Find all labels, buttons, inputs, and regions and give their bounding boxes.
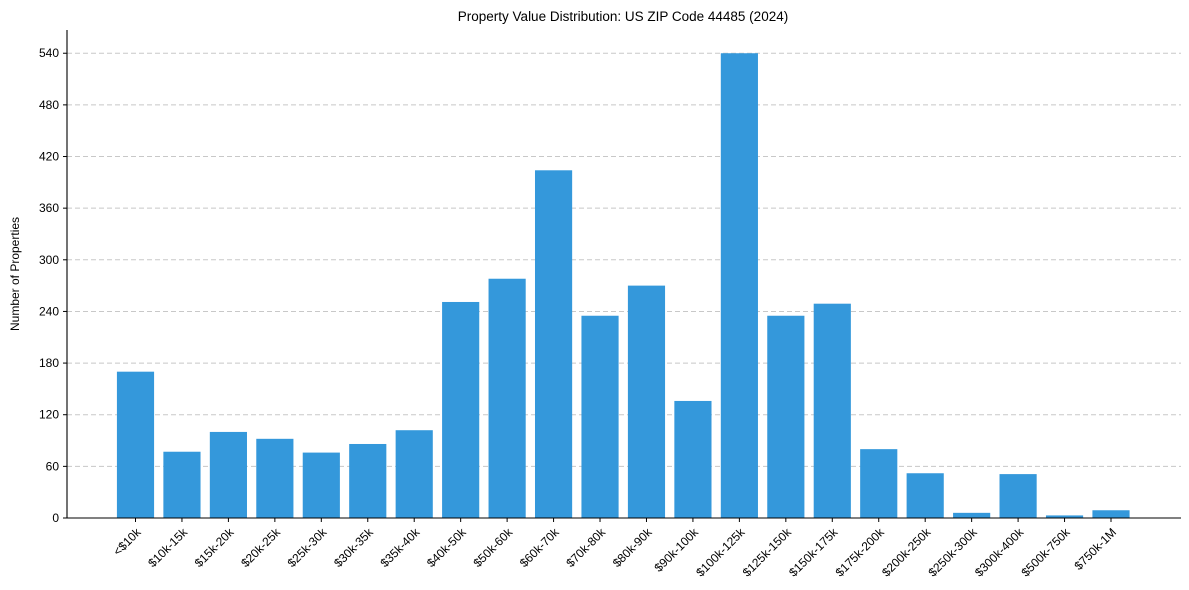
x-tick-label: $35k-40k <box>378 525 424 571</box>
y-axis-ticks: 0 60 120 180 240 300 360 420 480 540 <box>39 46 67 525</box>
x-tick-label: $100k-125k <box>693 525 748 580</box>
x-tick-label: $125k-150k <box>740 525 795 580</box>
bar <box>581 315 619 518</box>
bar <box>906 473 944 518</box>
y-tick-label: 420 <box>39 150 59 164</box>
bar <box>813 303 851 518</box>
chart-title: Property Value Distribution: US ZIP Code… <box>458 9 788 24</box>
bars <box>116 53 1130 518</box>
x-tick-label: $80k-90k <box>610 525 656 571</box>
y-tick-label: 180 <box>39 356 59 370</box>
x-tick-label: $10k-15k <box>145 525 191 571</box>
x-tick-label: $750k-1M <box>1071 525 1119 573</box>
bar <box>953 512 991 518</box>
x-axis-ticks: <$10k $10k-15k $15k-20k $20k-25k $25k-30k $30… <box>110 518 1119 579</box>
y-tick-label: 540 <box>39 46 59 60</box>
x-tick-label: $200k-250k <box>879 525 934 580</box>
x-tick-label: $250k-300k <box>926 525 981 580</box>
y-tick-label: 240 <box>39 304 59 318</box>
bar <box>720 53 758 518</box>
bar <box>349 443 387 518</box>
bar <box>302 452 340 518</box>
bar <box>488 278 526 518</box>
bar <box>395 430 433 518</box>
x-tick-label: $30k-35k <box>331 525 377 571</box>
bar <box>256 438 294 518</box>
bar <box>627 285 666 518</box>
y-tick-label: 360 <box>39 201 59 215</box>
x-tick-label: $50k-60k <box>470 525 516 571</box>
x-tick-label: $60k-70k <box>517 525 563 571</box>
bar <box>116 371 155 518</box>
gridlines <box>67 52 1181 467</box>
bar <box>1045 515 1084 518</box>
x-tick-label: $300k-400k <box>972 525 1027 580</box>
bar <box>163 451 201 518</box>
bar <box>767 315 805 518</box>
bar <box>860 449 898 518</box>
bar <box>999 474 1037 518</box>
x-tick-label: $70k-80k <box>563 525 609 571</box>
y-tick-label: 120 <box>39 408 59 422</box>
x-tick-label: $150k-175k <box>786 525 841 580</box>
y-tick-label: 300 <box>39 253 59 267</box>
y-axis-label: Number of Properties <box>8 217 22 331</box>
x-tick-label: <$10k <box>110 525 144 559</box>
x-tick-label: $25k-30k <box>285 525 331 571</box>
x-tick-label: $40k-50k <box>424 525 470 571</box>
y-tick-label: 0 <box>52 511 59 525</box>
bar <box>1092 510 1130 518</box>
x-tick-label: $175k-200k <box>833 525 888 580</box>
bar <box>534 170 573 518</box>
y-tick-label: 60 <box>46 459 60 473</box>
x-tick-label: $15k-20k <box>192 525 238 571</box>
y-tick-label: 480 <box>39 98 59 112</box>
x-tick-label: $20k-25k <box>238 525 284 571</box>
bar <box>674 400 712 518</box>
bar <box>442 301 480 518</box>
x-tick-label: $500k-750k <box>1018 525 1073 580</box>
bar <box>209 431 247 518</box>
